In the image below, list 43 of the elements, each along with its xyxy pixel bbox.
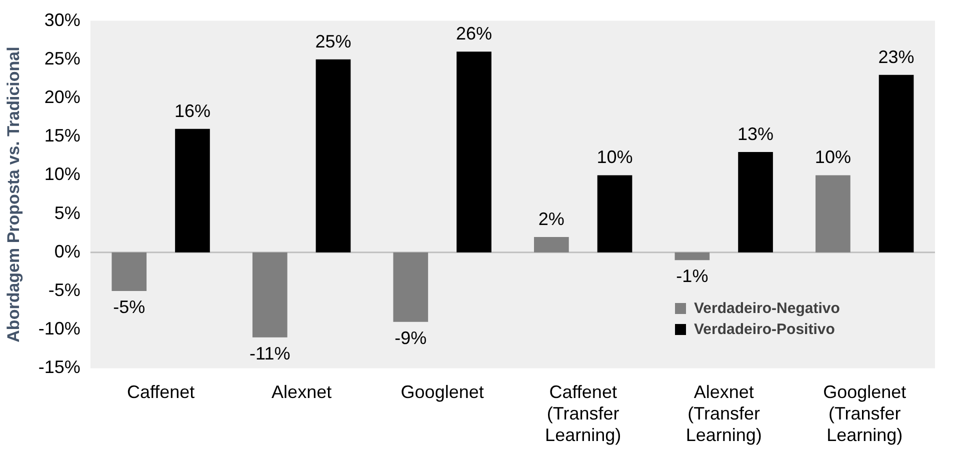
data-label: -1% bbox=[676, 266, 708, 286]
x-tick-label: Googlenet (Transfer Learning) bbox=[823, 382, 906, 446]
bar bbox=[393, 252, 428, 322]
data-label: 26% bbox=[456, 24, 492, 44]
bar bbox=[878, 74, 914, 252]
bar bbox=[534, 236, 569, 252]
data-label: -5% bbox=[113, 296, 146, 317]
x-tick-label: Googlenet bbox=[400, 382, 484, 402]
bar bbox=[175, 128, 210, 252]
y-axis-title: Abordagem Proposta vs. Tradicional bbox=[4, 46, 23, 342]
y-tick-label: 30% bbox=[44, 10, 80, 30]
data-label: 13% bbox=[738, 124, 774, 144]
data-label: -9% bbox=[394, 328, 427, 348]
y-tick-label: -5% bbox=[48, 280, 80, 300]
y-tick-label: 25% bbox=[44, 48, 80, 68]
bar bbox=[316, 59, 351, 252]
x-tick-label: Caffenet bbox=[126, 382, 195, 402]
data-label: 10% bbox=[596, 147, 633, 168]
y-tick-label: 0% bbox=[54, 241, 80, 262]
y-tick-label: 10% bbox=[44, 164, 80, 184]
x-tick-label: Alexnet (Transfer Learning) bbox=[686, 382, 762, 446]
data-label: 16% bbox=[174, 100, 210, 121]
data-label: 25% bbox=[315, 31, 352, 52]
x-tick-label: Alexnet bbox=[272, 382, 332, 402]
bar bbox=[597, 175, 632, 252]
y-tick-label: 20% bbox=[44, 86, 80, 107]
data-label: 23% bbox=[878, 46, 914, 67]
x-tick-label: Caffenet (Transfer Learning) bbox=[545, 382, 622, 446]
y-tick-label: -10% bbox=[38, 318, 80, 339]
data-label: -11% bbox=[250, 343, 290, 364]
legend-label: Verdadeiro-Positivo bbox=[694, 321, 835, 338]
data-label: 2% bbox=[538, 208, 564, 229]
y-tick-label: 5% bbox=[54, 202, 80, 223]
bar bbox=[252, 252, 288, 338]
y-tick-label: -15% bbox=[38, 357, 80, 378]
bar bbox=[674, 252, 710, 260]
legend-label: Verdadeiro-Negativo bbox=[694, 300, 840, 318]
bar bbox=[816, 175, 850, 252]
bar bbox=[456, 52, 492, 252]
bar bbox=[738, 152, 773, 252]
data-label: 10% bbox=[814, 147, 851, 168]
bar bbox=[112, 252, 147, 291]
y-tick-label: 15% bbox=[44, 126, 80, 146]
